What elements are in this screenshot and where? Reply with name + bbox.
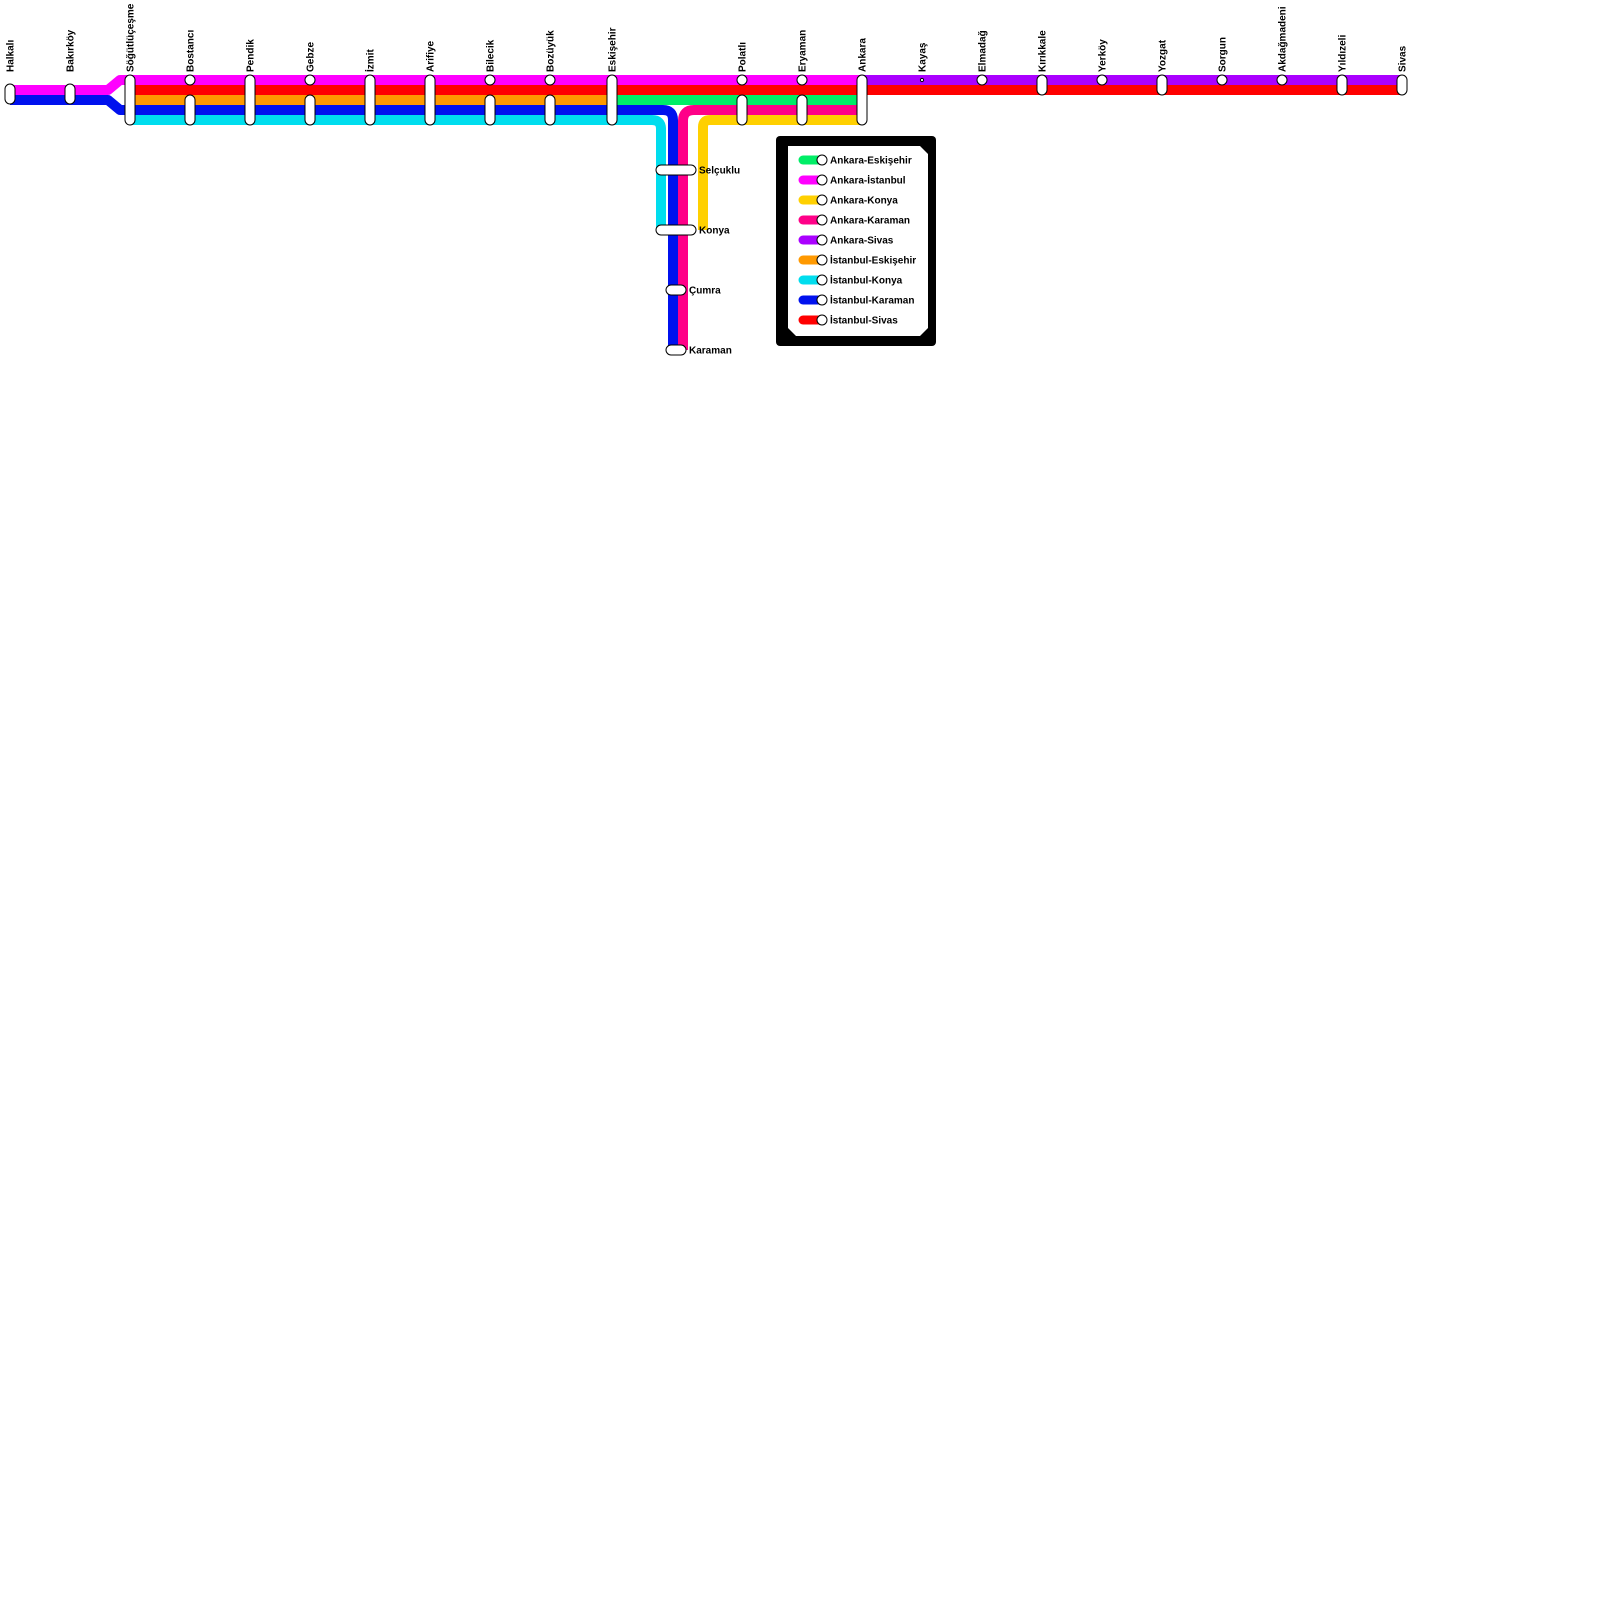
station-label-12: Eryaman xyxy=(798,30,809,72)
station-marker-20[interactable] xyxy=(1276,74,1288,86)
legend-marker-ankara-eskisehir xyxy=(816,154,828,166)
station-marker-3[interactable] xyxy=(184,74,196,86)
south-station-label-0: Selçuklu xyxy=(699,166,740,177)
station-label-4: Pendik xyxy=(246,39,257,72)
route-ankara-konya-segment-6 xyxy=(698,115,862,230)
station-label-21: Yıldızeli xyxy=(1338,35,1349,72)
station-marker-12[interactable] xyxy=(796,74,808,86)
legend-label-istanbul-eskisehir: İstanbul-Eskişehir xyxy=(830,254,916,267)
legend-label-ankara-sivas: Ankara-Sivas xyxy=(830,236,894,247)
south-station-marker-0[interactable] xyxy=(655,164,697,176)
station-marker-9-lower[interactable] xyxy=(544,94,556,126)
station-marker-21[interactable] xyxy=(1336,74,1348,96)
station-marker-18[interactable] xyxy=(1156,74,1168,96)
legend-label-ankara-eskisehir: Ankara-Eskişehir xyxy=(830,156,912,167)
legend-marker-ankara-istanbul xyxy=(816,174,828,186)
station-label-19: Sorgun xyxy=(1218,37,1229,72)
station-marker-6[interactable] xyxy=(364,74,376,126)
station-label-13: Ankara xyxy=(858,38,869,72)
legend-label-istanbul-sivas: İstanbul-Sivas xyxy=(830,314,898,327)
station-label-10: Eskişehir xyxy=(608,27,619,72)
legend-label-ankara-karaman: Ankara-Karaman xyxy=(830,216,910,227)
station-label-6: İzmit xyxy=(364,49,377,72)
route-istanbul-karaman-segment-8 xyxy=(10,95,678,350)
station-label-5: Gebze xyxy=(306,42,317,72)
south-station-label-2: Çumra xyxy=(689,286,721,297)
station-label-16: Kırıkkale xyxy=(1038,30,1049,72)
station-label-3: Bostancı xyxy=(186,30,197,72)
route-istanbul-konya-segment-7 xyxy=(130,115,666,230)
station-marker-5[interactable] xyxy=(304,74,316,86)
south-station-marker-3[interactable] xyxy=(665,344,687,356)
station-label-11: Polatlı xyxy=(738,42,749,72)
legend-marker-ankara-konya xyxy=(816,194,828,206)
station-marker-19[interactable] xyxy=(1216,74,1228,86)
legend-marker-istanbul-eskisehir xyxy=(816,254,828,266)
station-marker-8-lower[interactable] xyxy=(484,94,496,126)
station-marker-11[interactable] xyxy=(736,74,748,86)
station-marker-8[interactable] xyxy=(484,74,496,86)
route-lines xyxy=(10,75,1402,350)
legend: Ankara-Eskişehir Ankara-İstanbul Ankara-Ko… xyxy=(776,136,936,346)
legend-label-ankara-konya: Ankara-Konya xyxy=(830,196,898,207)
station-marker-0[interactable] xyxy=(4,83,16,105)
station-marker-2[interactable] xyxy=(124,74,136,126)
legend-panel xyxy=(788,146,928,336)
station-label-14: Kayaş xyxy=(918,42,929,72)
station-label-0: Halkalı xyxy=(6,40,17,72)
station-label-8: Bilecik xyxy=(486,39,497,72)
legend-marker-ankara-karaman xyxy=(816,214,828,226)
station-marker-14[interactable] xyxy=(919,77,925,83)
station-marker-7[interactable] xyxy=(424,74,436,126)
legend-label-istanbul-karaman: İstanbul-Karaman xyxy=(830,294,914,307)
station-markers xyxy=(4,74,1408,356)
station-marker-17[interactable] xyxy=(1096,74,1108,86)
legend-label-istanbul-konya: İstanbul-Konya xyxy=(830,274,903,287)
station-marker-15[interactable] xyxy=(976,74,988,86)
station-label-22: Sivas xyxy=(1398,45,1409,72)
station-marker-9[interactable] xyxy=(544,74,556,86)
legend-marker-istanbul-karaman xyxy=(816,294,828,306)
station-marker-4[interactable] xyxy=(244,74,256,126)
station-marker-10[interactable] xyxy=(606,74,618,126)
station-marker-13[interactable] xyxy=(856,74,868,126)
south-station-marker-1[interactable] xyxy=(655,224,697,236)
station-label-9: Bozüyük xyxy=(546,30,557,72)
station-label-7: Arifiye xyxy=(426,40,437,72)
south-station-marker-2[interactable] xyxy=(665,284,687,296)
station-label-15: Elmadağ xyxy=(978,30,989,72)
station-marker-22[interactable] xyxy=(1396,74,1408,96)
station-marker-5-lower[interactable] xyxy=(304,94,316,126)
route-ankara-karaman-segment-5 xyxy=(678,105,862,350)
station-label-1: Bakırköy xyxy=(66,29,77,72)
south-station-label-1: Konya xyxy=(699,226,730,237)
station-marker-12-lower[interactable] xyxy=(796,94,808,126)
station-marker-1[interactable] xyxy=(64,83,76,105)
legend-marker-ankara-sivas xyxy=(816,234,828,246)
station-marker-3-lower[interactable] xyxy=(184,94,196,126)
legend-marker-istanbul-sivas xyxy=(816,314,828,326)
station-marker-11-lower[interactable] xyxy=(736,94,748,126)
station-label-2: Söğütlüçeşme xyxy=(126,3,137,72)
station-label-20: Akdağmadeni xyxy=(1278,6,1289,72)
south-station-label-3: Karaman xyxy=(689,346,732,357)
station-label-17: Yerköy xyxy=(1098,39,1109,72)
station-label-18: Yozgat xyxy=(1158,39,1169,72)
legend-marker-istanbul-konya xyxy=(816,274,828,286)
station-labels: Halkalı Bakırköy Söğütlüçeşme Bostancı Pendi… xyxy=(6,3,1409,356)
station-marker-16[interactable] xyxy=(1036,74,1048,96)
legend-label-ankara-istanbul: Ankara-İstanbul xyxy=(830,174,906,187)
